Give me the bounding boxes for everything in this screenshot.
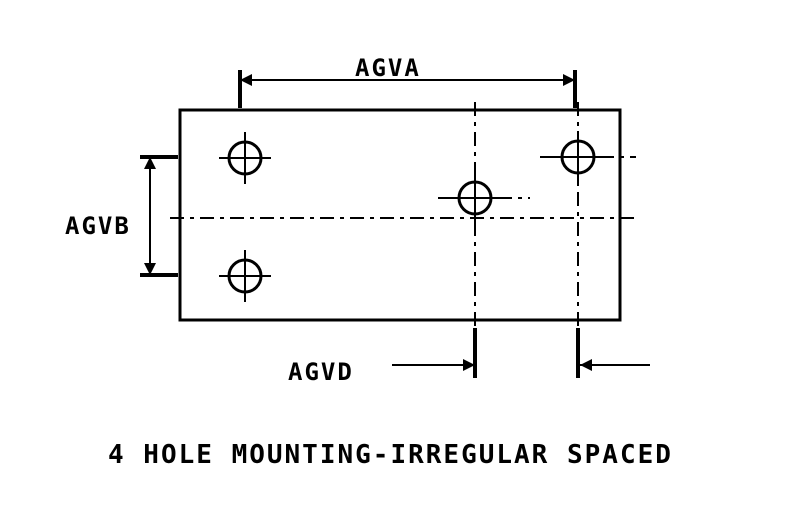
caption: 4 HOLE MOUNTING-IRREGULAR SPACED	[108, 440, 673, 470]
label-agva: AGVA	[355, 54, 421, 82]
label-agvd: AGVD	[288, 358, 354, 386]
label-agvb: AGVB	[65, 212, 131, 240]
